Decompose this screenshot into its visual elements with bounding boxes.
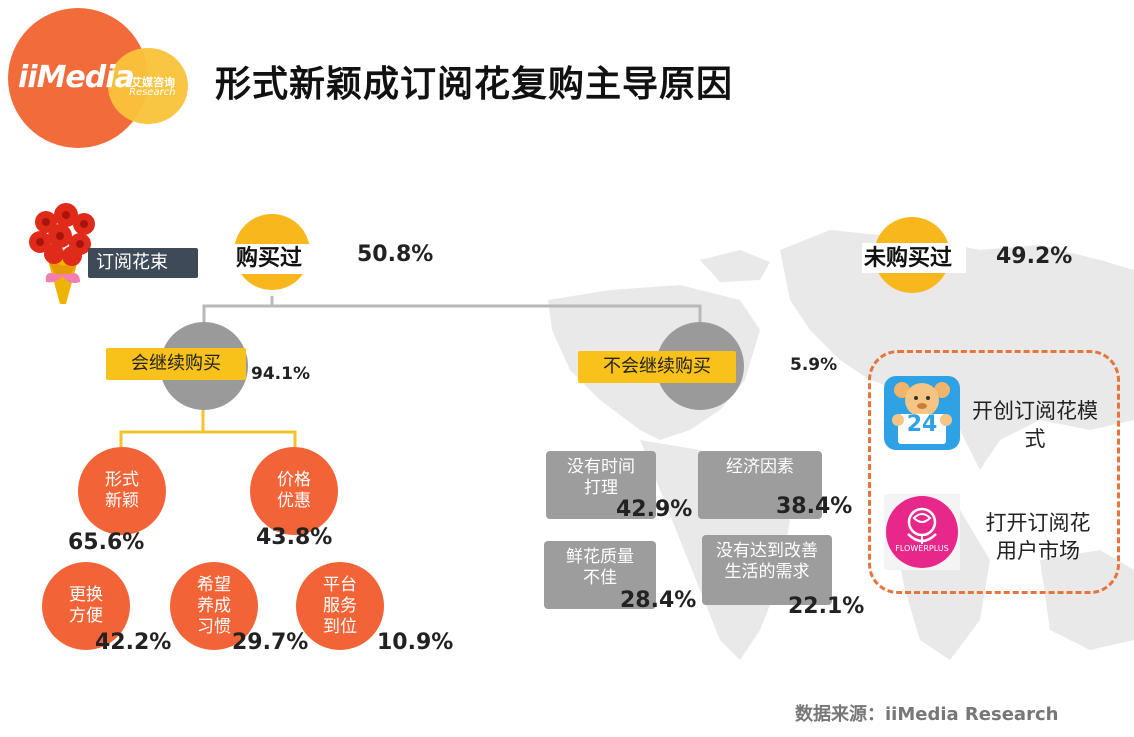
app-description: 开创订阅花模式 — [972, 399, 1098, 451]
not-bought-label-bg — [862, 243, 966, 273]
reason-box-percent: 38.4% — [776, 494, 853, 519]
reason-box-label: 没有时间打理 — [567, 457, 635, 498]
reason-percent: 10.9% — [377, 630, 454, 655]
logo-text: iiMedia — [18, 60, 135, 95]
app-description: 打开订阅花用户市场 — [985, 511, 1091, 563]
reason-label: 平台服务到位 — [323, 574, 357, 637]
reason-circle: 更换方便 — [42, 562, 130, 650]
logo-circle-small — [108, 48, 188, 124]
reason-circle: 价格优惠 — [250, 447, 338, 535]
continue-percent: 94.1% — [251, 364, 310, 384]
reason-box: 没有达到改善生活的需求 — [702, 535, 832, 605]
bear-icon — [892, 382, 952, 444]
flowerplus-brand: FLOWERPLUS — [895, 544, 949, 553]
reason-box: 没有时间打理 — [546, 451, 656, 519]
reason-circle: 希望养成习惯 — [170, 562, 258, 650]
app-icon-flowerplus: FLOWERPLUS — [884, 494, 960, 570]
apps-panel — [868, 350, 1120, 594]
reason-box-percent: 22.1% — [788, 594, 865, 619]
flower-logo-icon — [907, 507, 937, 544]
reason-box-label: 没有达到改善生活的需求 — [716, 541, 818, 582]
reason-label: 价格优惠 — [277, 470, 311, 511]
continue-label: 会继续购买 — [106, 348, 246, 380]
logo-subtitle-en: Research — [129, 87, 176, 98]
data-source: 数据来源：iiMedia Research — [795, 704, 1059, 725]
not-bought-percent: 49.2% — [996, 244, 1073, 269]
reason-box-percent: 28.4% — [620, 588, 697, 613]
bouquet-label: 订阅花束 — [88, 248, 198, 278]
bought-percent: 50.8% — [357, 242, 434, 267]
reason-percent: 43.8% — [256, 525, 333, 550]
reason-box: 经济因素 — [698, 451, 822, 519]
not-continue-percent: 5.9% — [790, 355, 838, 375]
reason-percent: 65.6% — [68, 530, 145, 555]
reason-box-label: 鲜花质量不佳 — [566, 547, 634, 588]
reason-percent: 42.2% — [95, 630, 172, 655]
reason-circle: 形式新颖 — [78, 447, 166, 535]
reason-box-label: 经济因素 — [726, 457, 794, 477]
bought-label: 购买过 — [236, 246, 303, 271]
reason-label: 更换方便 — [69, 585, 103, 626]
reason-label: 希望养成习惯 — [197, 574, 231, 637]
page-title: 形式新颖成订阅花复购主导原因 — [215, 64, 734, 105]
app-icon-24: 24 — [884, 376, 960, 450]
reason-percent: 29.7% — [232, 630, 309, 655]
bought-label-bg — [226, 244, 316, 274]
reason-box-percent: 42.9% — [616, 497, 693, 522]
not-bought-label: 未购买过 — [864, 246, 953, 271]
not-continue-label: 不会继续购买 — [578, 351, 736, 383]
reason-circle: 平台服务到位 — [296, 562, 384, 650]
reason-label: 形式新颖 — [105, 470, 139, 511]
app-icon-number: 24 — [906, 412, 938, 437]
bouquet-icon — [29, 203, 95, 304]
reason-box: 鲜花质量不佳 — [544, 541, 656, 609]
logo-subtitle-cn: 艾媒咨询 — [131, 76, 175, 89]
